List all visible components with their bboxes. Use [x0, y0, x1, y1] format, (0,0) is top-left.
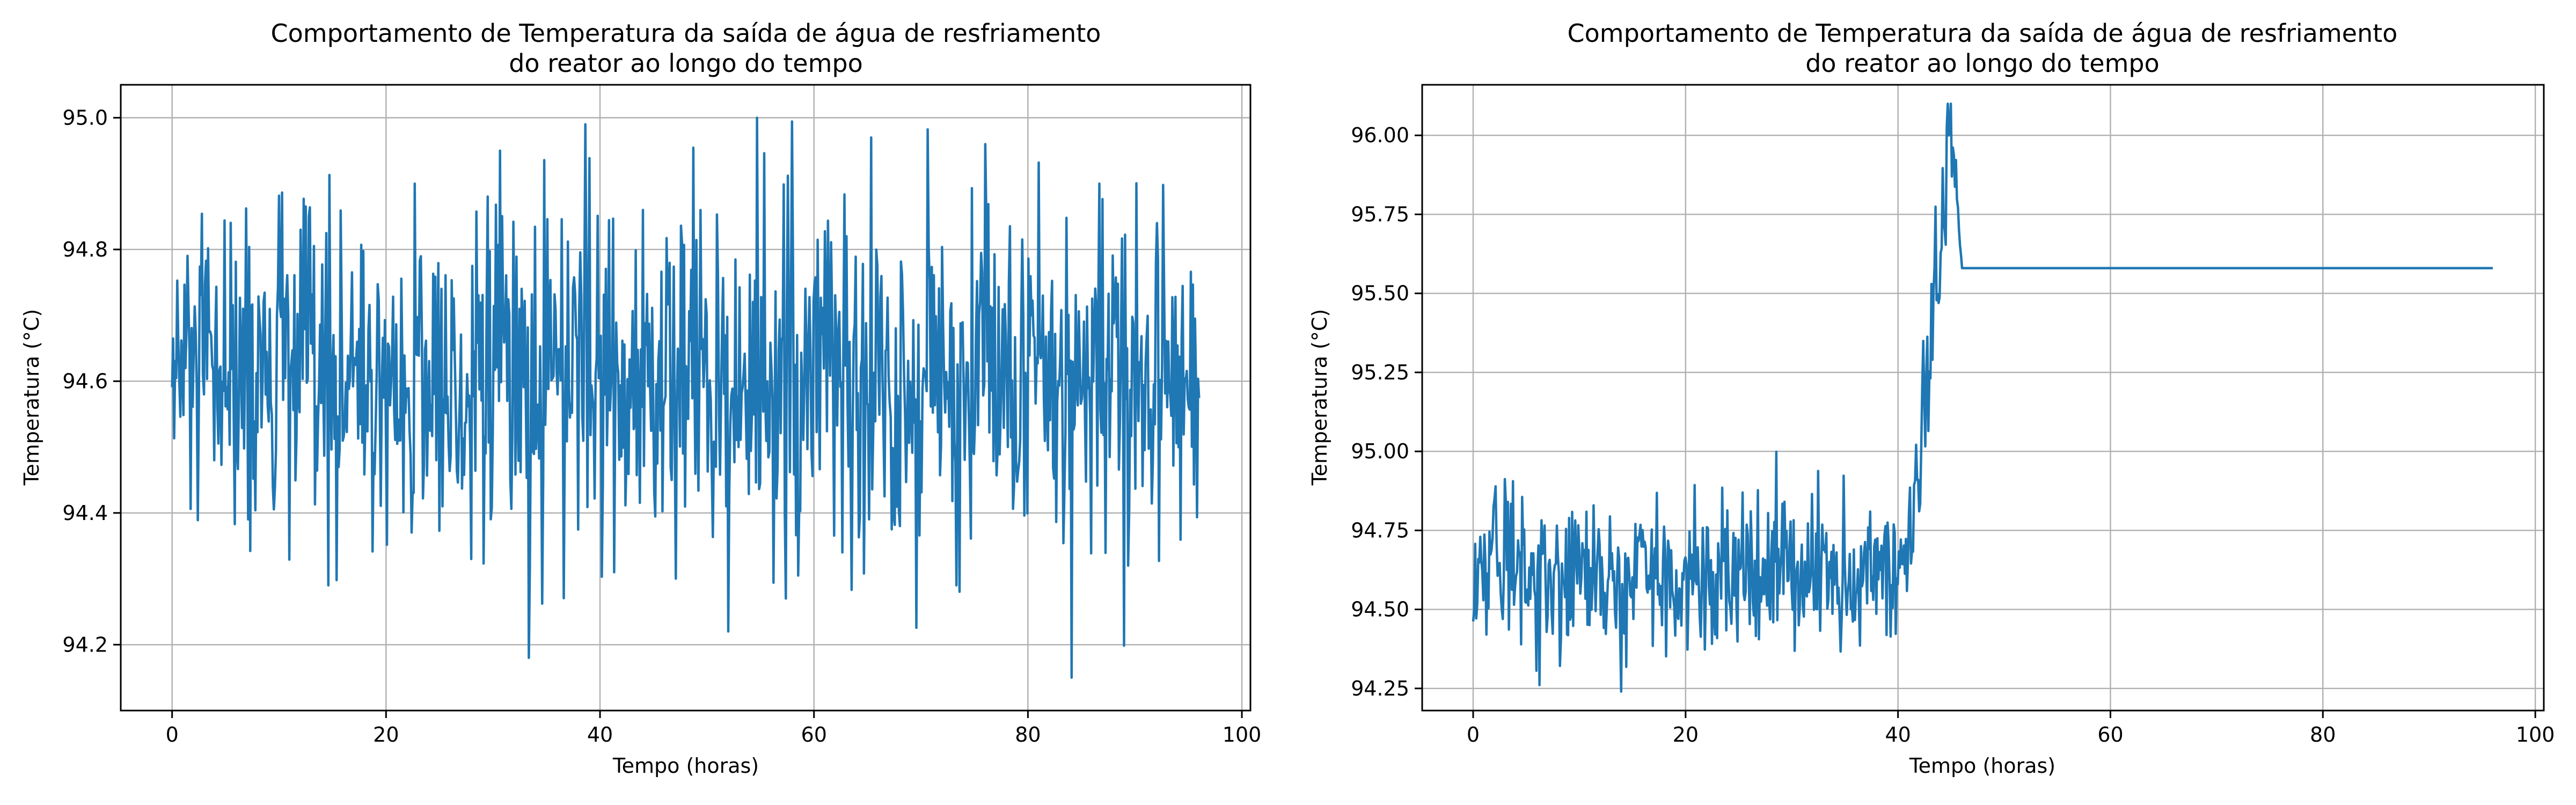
- y-tick-label: 94.2: [62, 633, 108, 656]
- chart-left-axes-frame: [120, 84, 1252, 712]
- y-tick-label: 95.75: [1351, 202, 1409, 226]
- chart-left-x-ticks: 0 20 40 60 80 100: [166, 711, 1262, 747]
- series-line: [171, 116, 1201, 679]
- y-tick-label: 94.8: [62, 238, 108, 261]
- x-tick-label: 20: [373, 723, 399, 747]
- chart-right-axes-frame: [1421, 84, 2545, 712]
- x-tick-label: 60: [801, 723, 827, 747]
- y-tick-label: 94.4: [62, 501, 108, 525]
- chart-right-title-line-1: Comportamento de Temperatura da saída de…: [1568, 19, 2398, 48]
- chart-right-y-ticks: 94.25 94.50 94.75 95.00 95.25 95.50 95.75 96.00: [1351, 123, 1422, 700]
- x-tick-label: 60: [2097, 723, 2123, 747]
- y-tick-label: 94.75: [1351, 518, 1409, 542]
- x-tick-label: 100: [2516, 723, 2555, 747]
- x-tick-label: 80: [1015, 723, 1041, 747]
- y-tick-label: 94.50: [1351, 598, 1409, 621]
- chart-right-y-axis-label: Temperatura (°C): [1308, 309, 1331, 486]
- chart-right-x-axis-label: Tempo (horas): [1909, 754, 2055, 778]
- y-tick-label: 95.25: [1351, 361, 1409, 384]
- x-tick-label: 20: [1673, 723, 1699, 747]
- x-tick-label: 80: [2310, 723, 2336, 747]
- chart-left-x-axis-label: Tempo (horas): [612, 754, 759, 778]
- chart-right: Comportamento de Temperatura da saída de…: [1308, 19, 2555, 778]
- chart-left: Comportamento de Temperatura da saída de…: [20, 19, 1261, 778]
- y-tick-label: 95.00: [1351, 440, 1409, 463]
- x-tick-label: 0: [166, 723, 179, 747]
- x-tick-label: 40: [587, 723, 613, 747]
- chart-right-title-line-2: do reator ao longo do tempo: [1805, 49, 2160, 78]
- chart-left-y-axis-label: Temperatura (°C): [20, 309, 43, 486]
- chart-left-title-line-2: do reator ao longo do tempo: [509, 49, 863, 78]
- chart-right-series: [1472, 103, 2493, 693]
- x-tick-label: 100: [1223, 723, 1262, 747]
- chart-left-series: [171, 116, 1201, 679]
- x-tick-label: 0: [1467, 723, 1480, 747]
- y-tick-label: 94.6: [62, 369, 108, 393]
- chart-right-x-ticks: 0 20 40 60 80 100: [1467, 711, 2555, 747]
- y-tick-label: 96.00: [1351, 123, 1409, 147]
- x-tick-label: 40: [1885, 723, 1911, 747]
- chart-left-y-ticks: 94.2 94.4 94.6 94.8 95.0: [62, 106, 121, 656]
- series-line: [1472, 103, 2493, 693]
- y-tick-label: 95.50: [1351, 282, 1409, 305]
- y-tick-label: 95.0: [62, 106, 108, 129]
- chart-right-grid: [1422, 85, 2544, 711]
- chart-left-title-line-1: Comportamento de Temperatura da saída de…: [271, 19, 1101, 48]
- y-tick-label: 94.25: [1351, 677, 1409, 700]
